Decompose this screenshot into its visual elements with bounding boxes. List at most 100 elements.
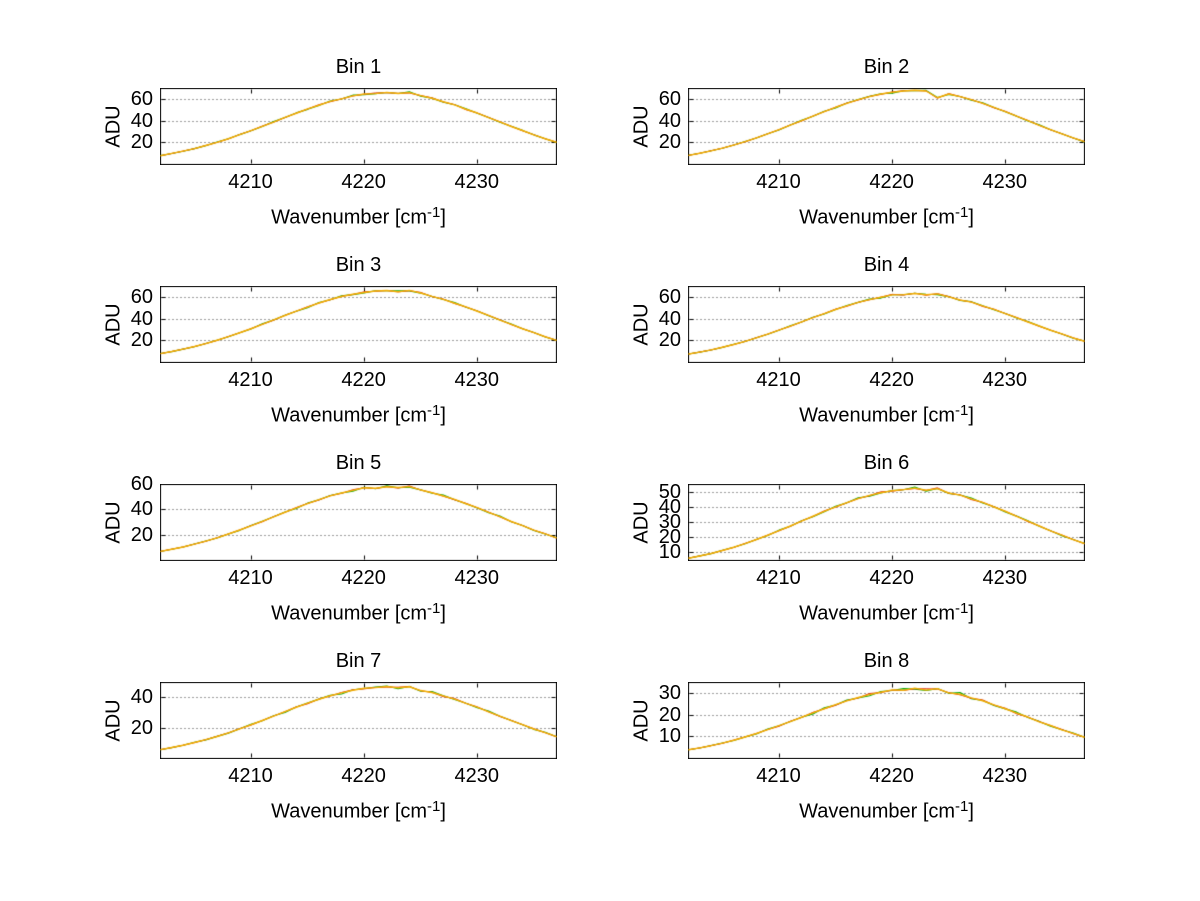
x-tick-label: 4210 (228, 567, 273, 589)
x-tick-label: 4210 (228, 369, 273, 391)
y-tick-label: 20 (130, 131, 153, 154)
y-tick-label: 20 (130, 523, 153, 546)
x-axis-label-bracket: ] (440, 602, 446, 625)
y-tick-label: 20 (130, 329, 153, 352)
x-axis-label-text: Wavenumber [cm (271, 602, 428, 625)
x-axis-label-superscript: -1 (955, 798, 969, 815)
x-tick-label: 4220 (869, 171, 914, 193)
subplot: Bin 5 ADU Wavenumber [cm-1] 20 40 60 4210 42… (103, 453, 557, 625)
y-tick-label: 30 (658, 511, 681, 533)
x-tick-label: 4220 (341, 171, 386, 193)
y-axis-label-text: ADU (630, 699, 653, 742)
y-axis-label-text: ADU (630, 105, 653, 148)
y-axis-label: ADU (102, 484, 126, 561)
y-axis-label: ADU (630, 286, 654, 363)
x-axis-label: Wavenumber [cm-1] (688, 795, 1085, 823)
x-axis-label-superscript: -1 (427, 798, 441, 815)
x-axis-label: Wavenumber [cm-1] (688, 399, 1085, 427)
y-tick-label: 60 (130, 87, 153, 110)
subplot-title: Bin 1 (335, 56, 382, 78)
y-tick-label: 40 (658, 495, 681, 518)
x-axis-label-superscript: -1 (427, 204, 441, 221)
x-axis-label: Wavenumber [cm-1] (160, 201, 557, 229)
x-axis-label-text: Wavenumber [cm (271, 206, 428, 229)
y-tick-label: 60 (658, 285, 681, 308)
plot-area (688, 88, 1085, 165)
y-axis-label: ADU (630, 682, 654, 759)
y-tick-label: 20 (130, 716, 153, 739)
x-tick-label: 4210 (228, 171, 273, 193)
x-tick-label: 4210 (228, 765, 273, 787)
x-axis-label-bracket: ] (968, 206, 974, 229)
plot-area (688, 682, 1085, 759)
x-axis-label: Wavenumber [cm-1] (160, 795, 557, 823)
x-axis-label: Wavenumber [cm-1] (688, 201, 1085, 229)
y-axis-label: ADU (630, 88, 654, 165)
x-tick-label: 4230 (454, 171, 500, 193)
y-tick-label: 60 (130, 285, 153, 308)
x-tick-label: 4210 (756, 171, 801, 193)
x-tick-label: 4210 (756, 567, 801, 589)
subplot-title: Bin 8 (863, 650, 910, 672)
plot-area (160, 484, 557, 561)
y-axis-label: ADU (102, 682, 126, 759)
x-tick-label: 4230 (982, 765, 1028, 787)
x-axis-label: Wavenumber [cm-1] (688, 597, 1085, 625)
x-axis-label-bracket: ] (440, 206, 446, 229)
y-tick-label: 40 (658, 109, 681, 132)
plot-area (160, 286, 557, 363)
y-axis-label-text: ADU (102, 303, 125, 346)
subplot-title: Bin 6 (863, 452, 910, 474)
subplot: Bin 2 ADU Wavenumber [cm-1] 20 40 60 4210 42… (631, 57, 1085, 229)
y-tick-label: 60 (130, 473, 153, 495)
x-tick-label: 4210 (756, 765, 801, 787)
x-tick-label: 4220 (341, 567, 386, 589)
y-tick-label: 50 (658, 480, 681, 503)
x-axis-label-text: Wavenumber [cm (799, 602, 956, 625)
x-tick-label: 4220 (869, 369, 914, 391)
x-axis-label: Wavenumber [cm-1] (160, 597, 557, 625)
subplot-title: Bin 4 (863, 254, 910, 276)
subplot: Bin 6 ADU Wavenumber [cm-1] 10 20 30 40 50 42… (631, 453, 1085, 625)
x-axis-label-bracket: ] (968, 800, 974, 823)
subplot-title: Bin 5 (335, 452, 382, 474)
x-tick-label: 4230 (454, 765, 500, 787)
plot-area (688, 286, 1085, 363)
x-tick-label: 4220 (341, 765, 386, 787)
plot-area (688, 484, 1085, 561)
x-axis-label-text: Wavenumber [cm (271, 404, 428, 427)
y-tick-label: 20 (658, 329, 681, 352)
x-axis-label-bracket: ] (440, 404, 446, 427)
y-tick-label: 40 (130, 498, 153, 521)
x-axis-label-text: Wavenumber [cm (799, 206, 956, 229)
y-axis-label-text: ADU (102, 105, 125, 148)
y-tick-label: 40 (130, 307, 153, 330)
y-axis-label-text: ADU (102, 501, 125, 544)
y-tick-label: 20 (658, 526, 681, 549)
y-tick-label: 40 (658, 307, 681, 330)
x-tick-label: 4230 (982, 369, 1028, 391)
x-tick-label: 4230 (982, 567, 1028, 589)
x-tick-label: 4230 (454, 567, 500, 589)
y-tick-label: 10 (658, 725, 681, 748)
y-tick-label: 20 (658, 131, 681, 154)
x-axis-label-superscript: -1 (955, 600, 969, 617)
y-tick-label: 40 (130, 109, 153, 132)
subplot: Bin 7 ADU Wavenumber [cm-1] 20 40 4210 4220… (103, 651, 557, 823)
x-axis-label-text: Wavenumber [cm (271, 800, 428, 823)
x-axis-label-bracket: ] (440, 800, 446, 823)
x-tick-label: 4230 (454, 369, 500, 391)
subplot: Bin 8 ADU Wavenumber [cm-1] 10 20 30 4210 42… (631, 651, 1085, 823)
x-axis-label-text: Wavenumber [cm (799, 404, 956, 427)
y-tick-label: 10 (658, 541, 681, 564)
y-tick-label: 40 (130, 686, 153, 709)
subplot-title: Bin 7 (335, 650, 382, 672)
y-tick-label: 60 (658, 87, 681, 110)
plot-area (160, 88, 557, 165)
x-axis-label-superscript: -1 (955, 402, 969, 419)
x-axis-label-bracket: ] (968, 602, 974, 625)
x-axis-label: Wavenumber [cm-1] (160, 399, 557, 427)
plot-area (160, 682, 557, 759)
x-tick-label: 4210 (756, 369, 801, 391)
